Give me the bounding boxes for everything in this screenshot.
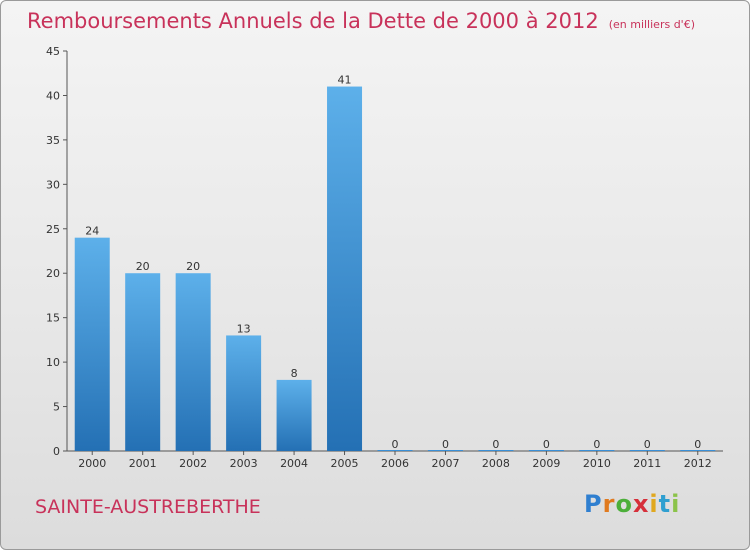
y-tick-label: 30 <box>46 178 60 191</box>
logo-letter: x <box>632 490 650 518</box>
bar-2005 <box>327 86 363 452</box>
bar-2001 <box>125 273 161 451</box>
data-label-2002: 20 <box>186 260 200 273</box>
data-label-2001: 20 <box>136 260 150 273</box>
y-tick-label: 20 <box>46 267 60 280</box>
bar-2004 <box>276 379 312 451</box>
logo-letter: i <box>649 490 659 518</box>
x-tick-label-2003: 2003 <box>230 457 258 470</box>
bar-2009 <box>528 450 564 451</box>
bar-2006 <box>377 450 413 451</box>
chart-title: Remboursements Annuels de la Dette de 20… <box>27 9 695 33</box>
x-axis: 2000 2001 2002 2003 2004 2005 2006 2007 2008 2009… <box>67 450 723 470</box>
x-tick-label-2010: 2010 <box>583 457 611 470</box>
x-tick-label-2005: 2005 <box>331 457 359 470</box>
logo-letter: t <box>658 490 672 518</box>
data-label-2009: 0 <box>543 438 550 451</box>
x-tick-label-2000: 2000 <box>78 457 106 470</box>
bar-2002 <box>175 273 211 451</box>
x-tick-label-2012: 2012 <box>684 457 712 470</box>
data-label-2008: 0 <box>492 438 499 451</box>
x-tick-label-2004: 2004 <box>280 457 308 470</box>
unit-note: (en milliers d'€) <box>608 18 695 31</box>
proxiti-logo: Proxiti <box>584 490 680 518</box>
x-tick-label-2008: 2008 <box>482 457 510 470</box>
y-tick-label: 45 <box>46 45 60 58</box>
y-tick-label: 35 <box>46 134 60 147</box>
x-tick-label-2011: 2011 <box>633 457 661 470</box>
y-tick-label: 15 <box>46 312 60 325</box>
commune-name: SAINTE-AUSTREBERTHE <box>35 496 261 518</box>
x-tick-label-2007: 2007 <box>431 457 459 470</box>
chart-title-text: Remboursements Annuels de la Dette de 20… <box>27 9 599 33</box>
bar-2012 <box>680 450 716 451</box>
data-label-2007: 0 <box>442 438 449 451</box>
bar-2000 <box>74 237 110 451</box>
data-label-2003: 13 <box>237 322 251 335</box>
x-tick-label-2001: 2001 <box>129 457 157 470</box>
bars: 24 20 20 13 8 41 0 0 0 0 0 0 0 <box>74 74 716 452</box>
logo-letter: r <box>602 490 616 518</box>
y-tick-label: 25 <box>46 223 60 236</box>
y-tick-label: 40 <box>46 89 60 102</box>
bar-2007 <box>427 450 463 451</box>
data-label-2000: 24 <box>85 225 99 238</box>
x-tick-label-2002: 2002 <box>179 457 207 470</box>
data-label-2010: 0 <box>593 438 600 451</box>
y-tick-label: 0 <box>53 445 60 458</box>
logo-letter: o <box>615 490 633 518</box>
data-label-2004: 8 <box>291 367 298 380</box>
bar-2011 <box>629 450 665 451</box>
x-tick-label-2009: 2009 <box>532 457 560 470</box>
x-tick-label-2006: 2006 <box>381 457 409 470</box>
bar-2003 <box>226 335 262 451</box>
bar-2008 <box>478 450 514 451</box>
data-label-2011: 0 <box>644 438 651 451</box>
data-label-2006: 0 <box>392 438 399 451</box>
data-label-2012: 0 <box>694 438 701 451</box>
y-axis: 0 5 10 15 20 25 30 35 40 45 <box>46 45 68 458</box>
logo-letter: i <box>671 490 681 518</box>
data-label-2005: 41 <box>338 74 352 87</box>
y-tick-label: 5 <box>53 401 60 414</box>
logo-letter: P <box>584 490 603 518</box>
y-tick-label: 10 <box>46 356 60 369</box>
bar-2010 <box>579 450 615 451</box>
